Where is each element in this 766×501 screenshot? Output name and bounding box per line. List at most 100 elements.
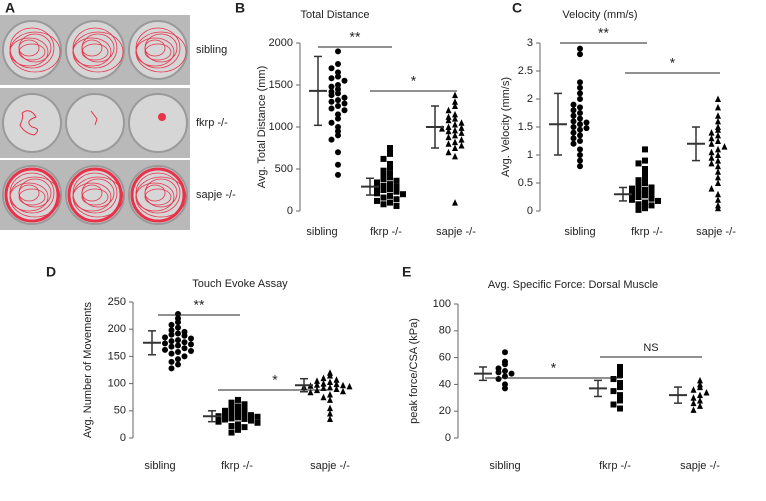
dot: [642, 192, 648, 199]
dot: [508, 370, 515, 377]
dot: [715, 137, 721, 144]
dot: [335, 103, 341, 109]
x-tick-label: sapje -/-: [696, 226, 736, 238]
dot: [458, 119, 465, 126]
dot: [452, 144, 458, 151]
dot: [341, 94, 348, 101]
dot: [577, 51, 583, 58]
dot: [241, 406, 248, 413]
dot: [341, 107, 348, 114]
dot: [715, 103, 721, 111]
y-tick-label: 40: [439, 378, 451, 390]
dot: [708, 154, 715, 161]
dot: [642, 174, 648, 181]
dot: [387, 174, 393, 181]
dot: [387, 170, 393, 177]
dot: [570, 101, 577, 108]
y-tick-label: 200: [108, 323, 126, 335]
dot: [642, 186, 648, 193]
dot: [708, 140, 715, 147]
dot: [320, 384, 327, 391]
dot: [314, 377, 320, 384]
y-tick-label: 0: [445, 432, 451, 444]
dot: [380, 167, 387, 174]
dot: [452, 199, 458, 206]
dot: [235, 414, 241, 421]
dot: [617, 380, 623, 387]
x-tick-label: sibling: [306, 226, 337, 238]
dot: [328, 92, 335, 99]
dot: [570, 107, 577, 114]
significance-label: **: [350, 29, 361, 45]
chart-title: Touch Evoke Assay: [192, 278, 288, 290]
dot: [387, 186, 393, 193]
dot: [188, 335, 194, 342]
dot: [175, 337, 181, 344]
dot: [387, 150, 393, 157]
dot: [452, 152, 458, 160]
y-tick-label: 60: [439, 352, 451, 364]
dot: [241, 401, 248, 408]
y-tick-label: 0.5: [518, 177, 533, 189]
dot: [181, 332, 188, 339]
dot: [655, 197, 661, 204]
dot: [387, 199, 393, 206]
y-tick-label: 1000: [269, 121, 293, 133]
dot: [697, 383, 703, 391]
dot: [715, 131, 721, 139]
dot: [577, 146, 583, 153]
track: [18, 178, 52, 208]
dot: [333, 376, 340, 383]
dot: [335, 90, 341, 97]
dot: [445, 106, 452, 114]
significance-label: *: [411, 73, 417, 89]
tracking-images: [0, 15, 190, 230]
dot: [583, 125, 590, 132]
dot: [387, 145, 393, 151]
dot: [648, 195, 655, 202]
dot: [452, 115, 458, 122]
dot: [175, 361, 181, 368]
dot: [445, 127, 452, 135]
dot: [617, 363, 623, 370]
y-tick-label: 3: [527, 37, 533, 49]
dot: [697, 396, 703, 404]
dot: [617, 372, 623, 379]
dot: [181, 339, 188, 346]
dot: [387, 160, 393, 167]
dot: [175, 349, 181, 356]
dot: [452, 98, 458, 105]
dot: [335, 97, 341, 104]
track: [72, 31, 124, 73]
dot: [380, 176, 387, 183]
dot: [328, 98, 335, 105]
dot: [335, 86, 341, 93]
dot: [439, 125, 445, 132]
dot: [228, 399, 235, 406]
dot: [697, 402, 703, 409]
dot: [617, 392, 623, 399]
dot: [228, 429, 235, 436]
dot: [452, 126, 458, 134]
dot: [715, 190, 721, 198]
dot: [341, 100, 348, 107]
track: [72, 27, 118, 69]
dot: [577, 90, 583, 97]
dot: [715, 168, 721, 175]
dot: [387, 192, 393, 199]
dot: [648, 184, 655, 191]
y-tick-label: 1: [527, 149, 533, 161]
dot: [635, 206, 642, 213]
dot: [328, 75, 335, 82]
dot: [168, 331, 175, 338]
significance-label: NS: [643, 342, 658, 354]
dot: [380, 187, 387, 193]
dot: [328, 83, 335, 90]
well: [2, 20, 62, 80]
track: [135, 172, 181, 214]
dot: [452, 110, 458, 118]
dot: [393, 183, 400, 190]
dot: [387, 181, 393, 188]
y-tick-label: 150: [108, 350, 126, 362]
dot: [642, 199, 648, 206]
